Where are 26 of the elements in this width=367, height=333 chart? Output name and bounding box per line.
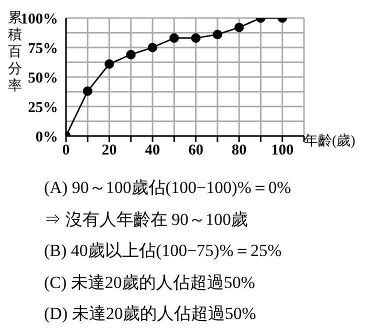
point [234,22,244,32]
y-tick-label: 50% [28,70,58,86]
text: (A) 90～100歲佔(100−100)%＝0% [44,177,292,199]
point [104,59,114,69]
x-tick-label: 60 [188,142,204,159]
y-tick-label: 0% [36,129,58,146]
text: (B) 40歲以上佔(100−75)%＝25% [44,240,283,262]
y-axis-title: 累積百分率 [8,10,22,95]
text: (C) 未達20歲的人佔超過50% [44,272,256,294]
x-tick-label: 40 [145,142,160,159]
y-tick-label: 75% [28,40,58,57]
x-tick-label: 0 [62,142,70,159]
y-tick-label: 25% [28,100,58,116]
point [148,42,158,52]
x-axis-title: 年齡(歲) [304,132,356,150]
text: ⇒ 沒有人年齡在 90～100歲 [44,208,249,230]
text: (D) 未達20歲的人佔超過50% [44,303,258,325]
point [82,86,92,96]
point [126,50,136,60]
point [212,30,222,40]
point [191,33,201,43]
x-tick-label: 20 [102,142,117,159]
x-tick-label: 80 [232,142,247,159]
point [169,33,179,43]
y-tick-label: 100% [20,11,58,28]
x-tick-label: 100 [271,142,294,159]
